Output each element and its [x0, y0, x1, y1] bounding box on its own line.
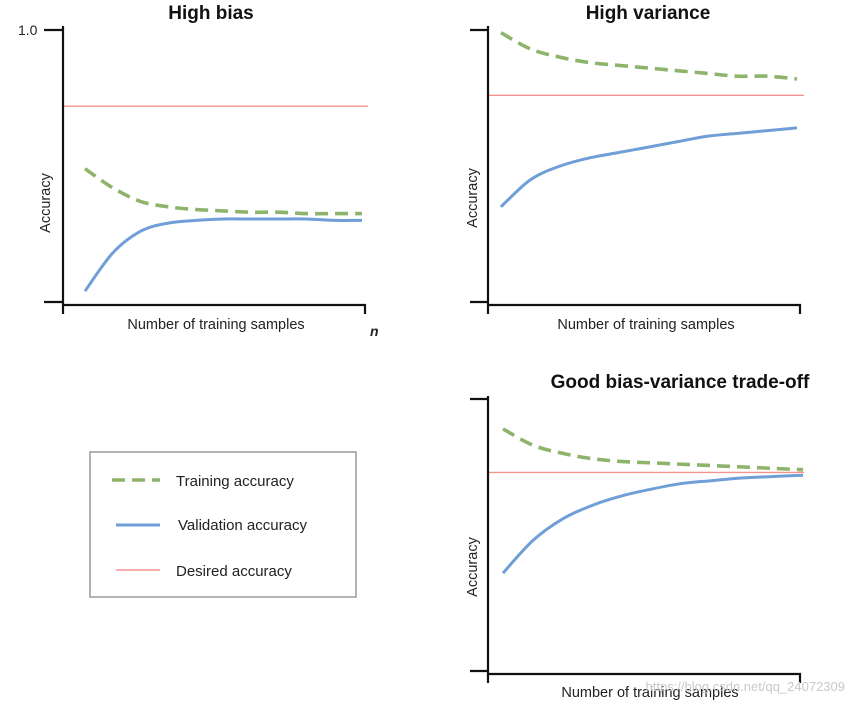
series-layer [63, 105, 368, 292]
axes [61, 26, 367, 314]
chart-title: High variance [586, 3, 711, 24]
y-tick-label: 1.0 [18, 22, 38, 38]
y-axis-label: Accuracy [38, 172, 54, 232]
chart-high-bias: High bias 1.0 Accuracy Number of trainin… [18, 3, 379, 339]
x-end-label: n [370, 323, 379, 339]
legend-label-validation: Validation accuracy [178, 517, 307, 534]
legend-label-desired: Desired accuracy [176, 563, 292, 580]
series-layer [488, 31, 804, 208]
legend-label-training: Training accuracy [176, 473, 294, 490]
chart-high-variance: High variance Accuracy Number of trainin… [465, 3, 804, 333]
legend: Training accuracy Validation accuracy De… [89, 451, 357, 598]
chart-title: Good bias-variance trade-off [551, 372, 810, 393]
y-axis-label: Accuracy [465, 536, 481, 596]
chart-title: High bias [168, 3, 254, 24]
validation-accuracy-line [83, 217, 363, 292]
x-axis-label: Number of training samples [127, 317, 304, 333]
training-accuracy-line [500, 31, 798, 81]
training-accuracy-line [502, 427, 804, 472]
watermark-text: https://blog.csdn.net/qq_24072309 [646, 679, 846, 694]
y-axis-label: Accuracy [465, 167, 481, 227]
training-accuracy-line [83, 167, 362, 216]
axes [486, 396, 802, 683]
x-axis-label: Number of training samples [557, 317, 734, 333]
validation-accuracy-line [499, 126, 798, 208]
axes [486, 26, 802, 314]
x-axis-label: Number of training samples [561, 685, 738, 701]
chart-good-tradeoff: Good bias-variance trade-off Accuracy Nu… [465, 372, 810, 701]
validation-accuracy-line [501, 473, 804, 575]
series-layer [488, 427, 804, 575]
